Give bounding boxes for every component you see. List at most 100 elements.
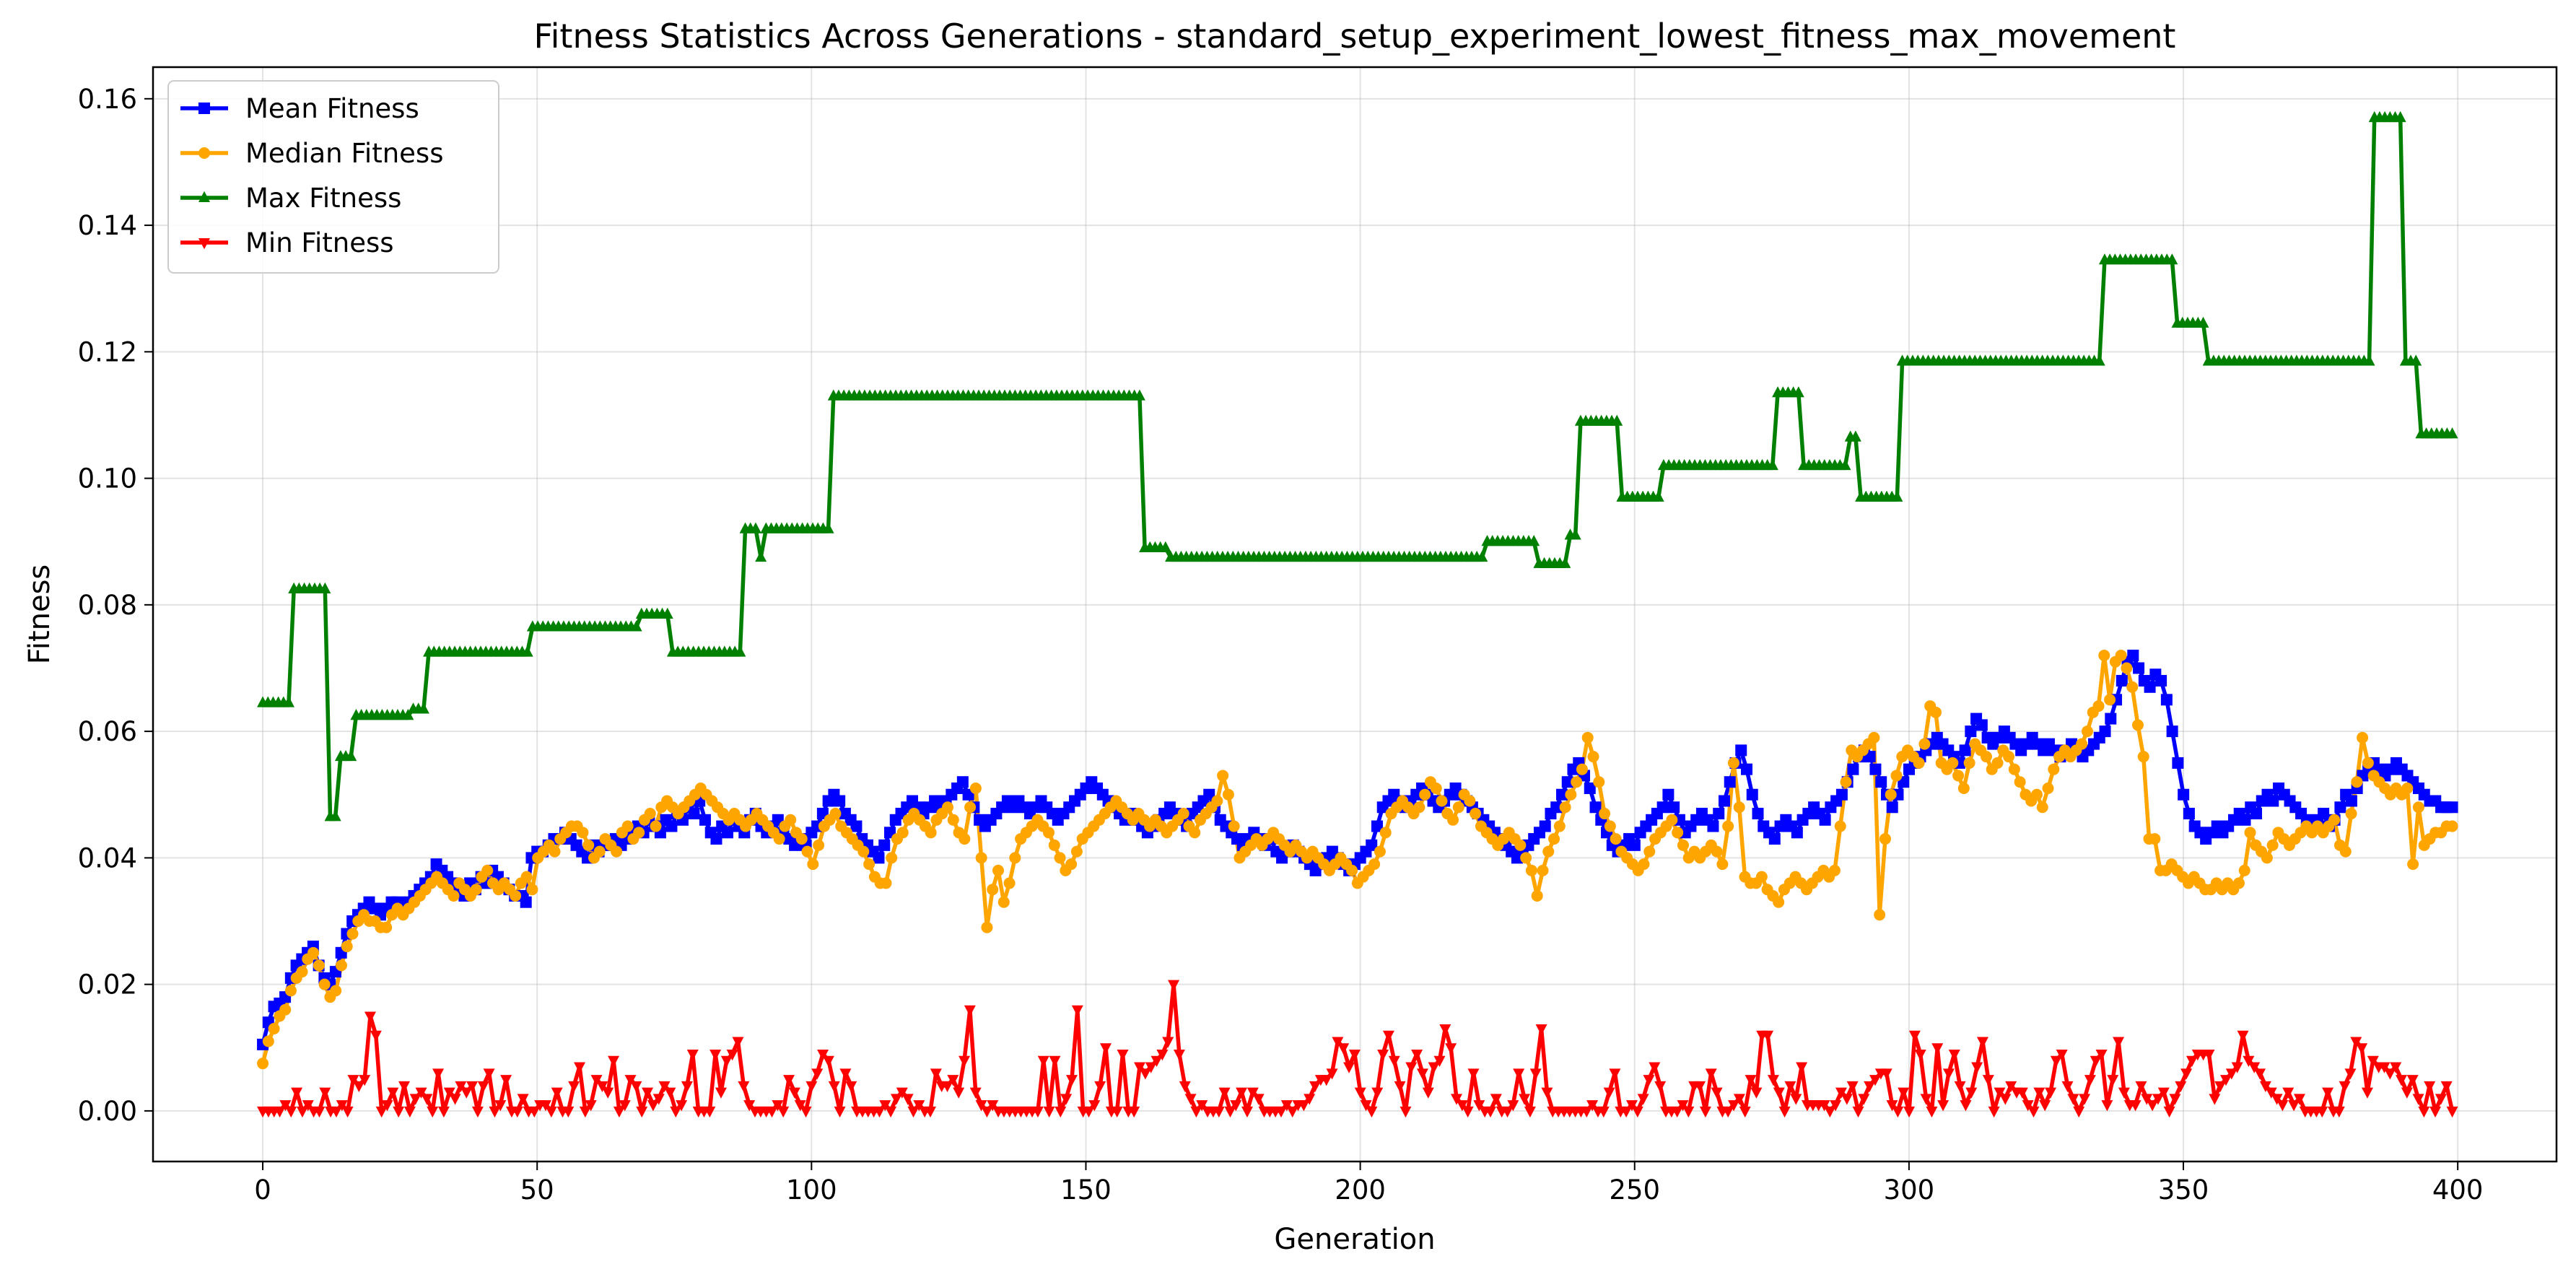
min-fitness-point	[1371, 1087, 1384, 1099]
min-fitness-point	[743, 1100, 756, 1112]
min-fitness-point	[2163, 1106, 2175, 1118]
min-fitness-point	[2084, 1075, 2096, 1086]
max-fitness-point	[1849, 430, 1861, 442]
min-fitness-point	[772, 1100, 784, 1112]
x-tick-label: 100	[786, 1174, 837, 1206]
min-fitness-point	[460, 1087, 473, 1099]
min-fitness-point	[907, 1106, 920, 1118]
min-fitness-point	[1976, 1037, 1988, 1048]
median-fitness-point	[526, 884, 538, 896]
median-fitness-point	[1890, 770, 1903, 782]
min-fitness-point	[466, 1081, 479, 1093]
min-fitness-point	[302, 1100, 314, 1112]
min-fitness-point	[1677, 1100, 1689, 1112]
min-fitness-point	[1411, 1050, 1423, 1061]
median-fitness-point	[2003, 751, 2015, 763]
max-fitness-point	[661, 607, 673, 619]
min-fitness-point	[364, 1011, 376, 1023]
min-fitness-point	[1456, 1100, 1468, 1112]
min-fitness-point	[981, 1106, 993, 1118]
min-fitness-point	[890, 1094, 902, 1105]
max-fitness-point	[2363, 354, 2375, 366]
min-fitness-point	[585, 1100, 597, 1112]
median-fitness-point	[1189, 827, 1201, 839]
median-fitness-point	[2030, 788, 2043, 801]
min-fitness-point	[1416, 1068, 1428, 1080]
mean-fitness-point	[1975, 719, 1988, 731]
min-fitness-point	[517, 1094, 529, 1105]
min-fitness-point	[596, 1081, 608, 1093]
median-fitness-point	[257, 1058, 269, 1070]
min-fitness-point	[2424, 1081, 2436, 1093]
max-fitness-point	[1133, 389, 1145, 401]
mean-fitness-point	[1752, 808, 1764, 820]
median-fitness-point	[2014, 776, 2026, 788]
min-fitness-point	[1241, 1106, 1253, 1118]
median-fitness-point	[2412, 801, 2424, 814]
min-fitness-point	[1654, 1081, 1667, 1093]
min-fitness-point	[2350, 1037, 2362, 1048]
min-fitness-point	[2180, 1068, 2193, 1080]
median-fitness-point	[650, 820, 662, 832]
min-fitness-point	[2401, 1087, 2413, 1099]
median-fitness-point	[2351, 776, 2363, 788]
min-fitness-point	[381, 1100, 393, 1112]
min-fitness-point	[1439, 1024, 1451, 1036]
median-fitness-point	[2121, 662, 2133, 674]
median-fitness-point	[307, 946, 320, 959]
min-fitness-point	[2220, 1075, 2232, 1086]
min-fitness-point	[1309, 1081, 1322, 1093]
median-fitness-point	[1559, 801, 1571, 814]
min-fitness-point	[630, 1081, 642, 1093]
median-fitness-point	[1773, 896, 1785, 908]
mean-fitness-point	[1735, 744, 1747, 757]
mean-fitness-point	[1628, 839, 1641, 851]
min-fitness-point	[2254, 1068, 2266, 1080]
mean-fitness-point	[2116, 675, 2128, 687]
median-fitness-point	[644, 808, 656, 820]
median-fitness-point	[785, 814, 797, 826]
min-fitness-point	[2316, 1106, 2328, 1118]
min-fitness-point	[608, 1055, 620, 1067]
min-fitness-point	[924, 1106, 936, 1118]
min-fitness-point	[670, 1106, 682, 1118]
median-fitness-point	[2131, 719, 2144, 731]
mean-fitness-point	[688, 808, 700, 820]
min-fitness-point	[2056, 1050, 2068, 1061]
min-fitness-point	[1982, 1075, 1994, 1086]
median-fitness-point	[1525, 864, 1537, 876]
median-fitness-point	[330, 985, 342, 997]
min-fitness-point	[2175, 1081, 2187, 1093]
min-fitness-point	[710, 1050, 722, 1061]
min-fitness-point	[1433, 1055, 1446, 1067]
min-fitness-point	[805, 1081, 818, 1093]
x-axis-label: Generation	[1274, 1223, 1435, 1256]
min-fitness-point	[2418, 1106, 2430, 1118]
y-tick-label: 0.00	[78, 1096, 137, 1127]
min-fitness-point	[2356, 1043, 2368, 1055]
min-fitness-point	[359, 1075, 371, 1086]
min-fitness-point	[1880, 1068, 1892, 1080]
median-fitness-point	[896, 827, 909, 839]
median-fitness-point	[964, 801, 977, 814]
median-fitness-point	[1587, 751, 1599, 763]
min-fitness-point	[2209, 1094, 2221, 1105]
min-fitness-point	[2141, 1094, 2153, 1105]
min-fitness-point	[624, 1075, 637, 1086]
median-fitness-point	[1610, 833, 1622, 845]
median-fitness-point	[2115, 649, 2127, 661]
min-fitness-point	[619, 1100, 631, 1112]
min-fitness-point	[2243, 1055, 2255, 1067]
mean-fitness-point	[2155, 675, 2167, 687]
mean-fitness-point	[1589, 801, 1602, 814]
mean-fitness-point	[878, 839, 891, 851]
min-fitness-point	[1304, 1094, 1316, 1105]
min-fitness-point	[545, 1106, 557, 1118]
min-fitness-point	[1852, 1106, 1864, 1118]
median-fitness-point	[886, 852, 898, 864]
min-fitness-point	[1931, 1043, 1944, 1055]
mean-fitness-point	[1959, 744, 1971, 757]
min-fitness-point	[2152, 1094, 2164, 1105]
min-fitness-point	[1643, 1075, 1655, 1086]
median-fitness-point	[1447, 814, 1459, 826]
